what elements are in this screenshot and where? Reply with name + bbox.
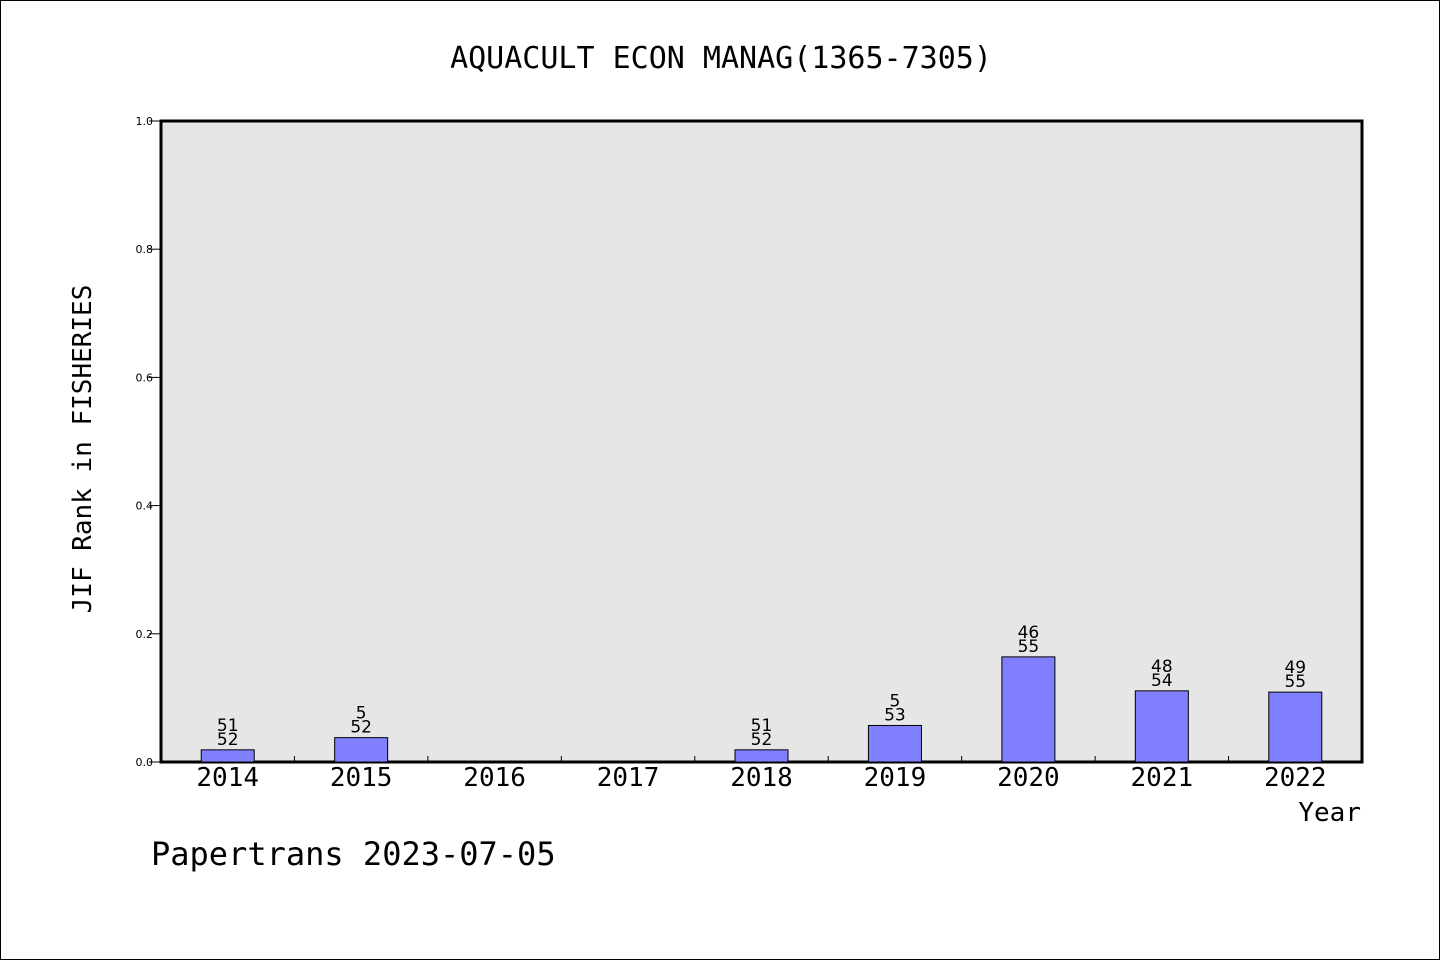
bar-label-total: 52 (217, 730, 239, 750)
x-axis: 2014 2015 2016 2017 2018 2019 2020 2021 2022 (196, 756, 1327, 793)
x-tick-label: 2015 (330, 763, 393, 793)
bar (1268, 691, 1323, 763)
bar-label-rank: 49 (1284, 658, 1306, 678)
y-tick-label: 0.8 (136, 243, 154, 256)
bar (1134, 690, 1189, 763)
bar-label-total: 55 (1284, 672, 1306, 692)
bar (867, 724, 922, 763)
footer-credit: Papertrans 2023-07-05 (151, 835, 556, 873)
y-tick-label: 0.6 (136, 371, 154, 384)
y-tick-label: 1.0 (136, 115, 154, 128)
bar-label-rank: 48 (1151, 657, 1173, 677)
bar-label-rank: 5 (890, 691, 901, 711)
plot-area (159, 119, 1364, 764)
bar (200, 749, 255, 763)
bar-label-total: 52 (751, 730, 773, 750)
chart-title: AQUACULT ECON MANAG(1365-7305) (450, 41, 992, 76)
y-tick-label: 0.0 (136, 756, 154, 769)
x-axis-label: Year (1298, 798, 1361, 828)
x-tick-label: 2019 (864, 763, 927, 793)
x-tick-label: 2020 (997, 763, 1060, 793)
bar-label-rank: 51 (217, 716, 239, 736)
bars-group (200, 656, 1323, 763)
bar-label-total: 55 (1018, 637, 1040, 657)
bar (334, 737, 389, 763)
bar-label-total: 53 (884, 705, 906, 725)
bar-label-total: 54 (1151, 671, 1173, 691)
bar (1001, 656, 1056, 763)
x-tick-label: 2022 (1264, 763, 1327, 793)
y-axis-label: JIF Rank in FISHERIES (68, 285, 98, 614)
x-tick-label: 2014 (196, 763, 259, 793)
bar-label-rank: 51 (751, 716, 773, 736)
y-tick-label: 0.4 (136, 500, 154, 513)
x-tick-label: 2016 (463, 763, 526, 793)
bar-label-total: 52 (350, 718, 372, 738)
x-tick-label: 2018 (730, 763, 793, 793)
y-tick-label: 0.2 (136, 628, 154, 641)
x-tick-label: 2017 (597, 763, 660, 793)
bar-label-rank: 5 (356, 704, 367, 724)
bar-label-rank: 46 (1018, 623, 1040, 643)
bar (734, 749, 789, 763)
y-axis: 0.0 0.2 0.4 0.6 0.8 1.0 (136, 115, 161, 769)
x-tick-label: 2021 (1131, 763, 1194, 793)
